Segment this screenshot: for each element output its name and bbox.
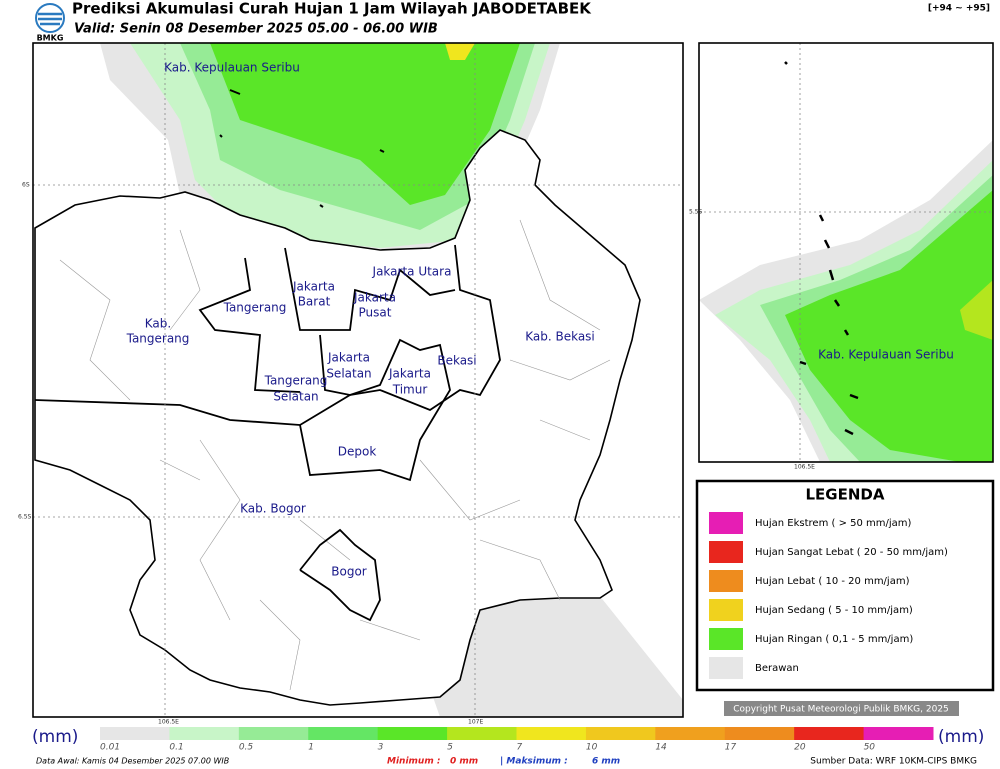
colorbar-tick-label: 20 — [794, 743, 806, 753]
colorbar-segment — [238, 727, 309, 740]
legend: LEGENDA Hujan Ekstrem ( > 50 mm/jam) Huja… — [695, 479, 995, 692]
title: Prediksi Akumulasi Curah Hujan 1 Jam Wil… — [72, 0, 592, 18]
region-label: Barat — [298, 295, 331, 309]
subtitle: Valid: Senin 08 Desember 2025 05.00 - 06… — [74, 22, 438, 37]
range: [+94 ~ +95] — [928, 4, 990, 14]
legend-label: Hujan Sedang ( 5 - 10 mm/jam) — [755, 605, 913, 616]
colorbar-segment — [377, 727, 448, 740]
data-awal: Data Awal: Kamis 04 Desember 2025 07.00 … — [36, 757, 229, 766]
colorbar-tick-label: 17 — [725, 743, 737, 753]
legend-swatch — [709, 657, 743, 679]
lon-label: 106.5E — [158, 719, 179, 726]
lat-label: 5.5S — [689, 209, 703, 216]
lat-label: 6S — [22, 182, 30, 189]
region-label: Timur — [392, 383, 428, 397]
region-label: Bekasi — [437, 354, 476, 368]
region-label: Jakarta — [388, 367, 431, 381]
colorbar-tick-label: 14 — [655, 743, 667, 753]
region-label: Jakarta — [353, 291, 396, 305]
inset-map — [699, 43, 993, 462]
colorbar-segment — [447, 727, 517, 740]
legend-swatch — [709, 570, 743, 592]
legend-title: LEGENDA — [806, 486, 885, 504]
colorbar-tick-label: 10 — [586, 743, 598, 753]
subdistrict-lines — [59, 219, 611, 691]
region-label: Kab. Bekasi — [525, 330, 595, 344]
region-label: Bogor — [331, 565, 367, 579]
legend-swatch — [709, 599, 743, 621]
region-label: Kab. Kepulauan Seribu — [164, 61, 300, 75]
region-label: Tangerang — [126, 332, 190, 346]
copyright: Copyright Pusat Meteorologi Publik BMKG,… — [733, 705, 949, 715]
max-value: 6 mm — [592, 757, 620, 767]
colorbar-tick-label: 1 — [308, 743, 314, 753]
region-label: Tangerang — [223, 301, 287, 315]
unit-label: (mm) — [938, 727, 984, 747]
legend-label: Berawan — [755, 663, 799, 674]
unit-label: (mm) — [32, 727, 78, 747]
legend-label: Hujan Ringan ( 0,1 - 5 mm/jam) — [755, 634, 913, 645]
colorbar-tick-label: 50 — [864, 743, 876, 753]
lon-label: 106.5E — [794, 464, 815, 471]
main-map — [33, 43, 683, 717]
colorbar-segment — [100, 727, 170, 740]
colorbar-tick-label: 0.01 — [100, 743, 120, 753]
region-label: Kab. — [145, 317, 171, 331]
region-labels: Kab. Kepulauan Seribu Jakarta Utara Jaka… — [126, 61, 595, 579]
colorbar-segment — [169, 727, 240, 740]
colorbar: (mm) (mm) 0.01 0.1 0.5 1 3 5 7 10 14 17 20 50 — [32, 727, 984, 753]
max-label: | Maksimum : — [500, 757, 568, 767]
region-label: Tangerang — [264, 374, 328, 388]
region-label: Selatan — [326, 367, 371, 381]
region-label: Kab. Kepulauan Seribu — [818, 348, 954, 362]
colorbar-segment — [655, 727, 726, 740]
region-label: Jakarta — [327, 351, 370, 365]
legend-label: Hujan Ekstrem ( > 50 mm/jam) — [755, 518, 912, 529]
min-label: Minimum : — [387, 757, 440, 767]
region-label: Kab. Bogor — [240, 502, 306, 516]
lon-label: 107E — [468, 719, 483, 726]
source: Sumber Data: WRF 10KM-CIPS BMKG — [810, 757, 977, 767]
legend-swatch — [709, 512, 743, 534]
colorbar-tick-label: 0.1 — [169, 743, 183, 753]
colorbar-tick-label: 7 — [517, 743, 523, 753]
min-value: 0 mm — [450, 757, 478, 767]
region-label: Pusat — [359, 306, 392, 320]
region-label: Jakarta — [292, 280, 335, 294]
colorbar-segment — [724, 727, 795, 740]
legend-label: Hujan Sangat Lebat ( 20 - 50 mm/jam) — [755, 547, 948, 558]
colorbar-segment — [516, 727, 587, 740]
legend-swatch — [709, 541, 743, 563]
colorbar-segment — [863, 727, 934, 740]
lat-label: 6.5S — [18, 514, 32, 521]
logo: BMKG — [35, 3, 65, 43]
region-label: Jakarta Utara — [372, 265, 452, 279]
region-label: Depok — [338, 445, 377, 459]
colorbar-segment — [308, 727, 379, 740]
logo-text: BMKG — [37, 34, 64, 43]
colorbar-tick-label: 0.5 — [239, 743, 254, 753]
colorbar-segment — [585, 727, 656, 740]
colorbar-segment — [794, 727, 865, 740]
copyright-box — [724, 701, 959, 716]
colorbar-tick-label: 3 — [378, 743, 384, 753]
region-boundaries — [34, 244, 501, 622]
legend-label: Hujan Lebat ( 10 - 20 mm/jam) — [755, 576, 910, 587]
colorbar-tick-label: 5 — [447, 743, 453, 753]
legend-swatch — [709, 628, 743, 650]
region-label: Selatan — [273, 390, 318, 404]
